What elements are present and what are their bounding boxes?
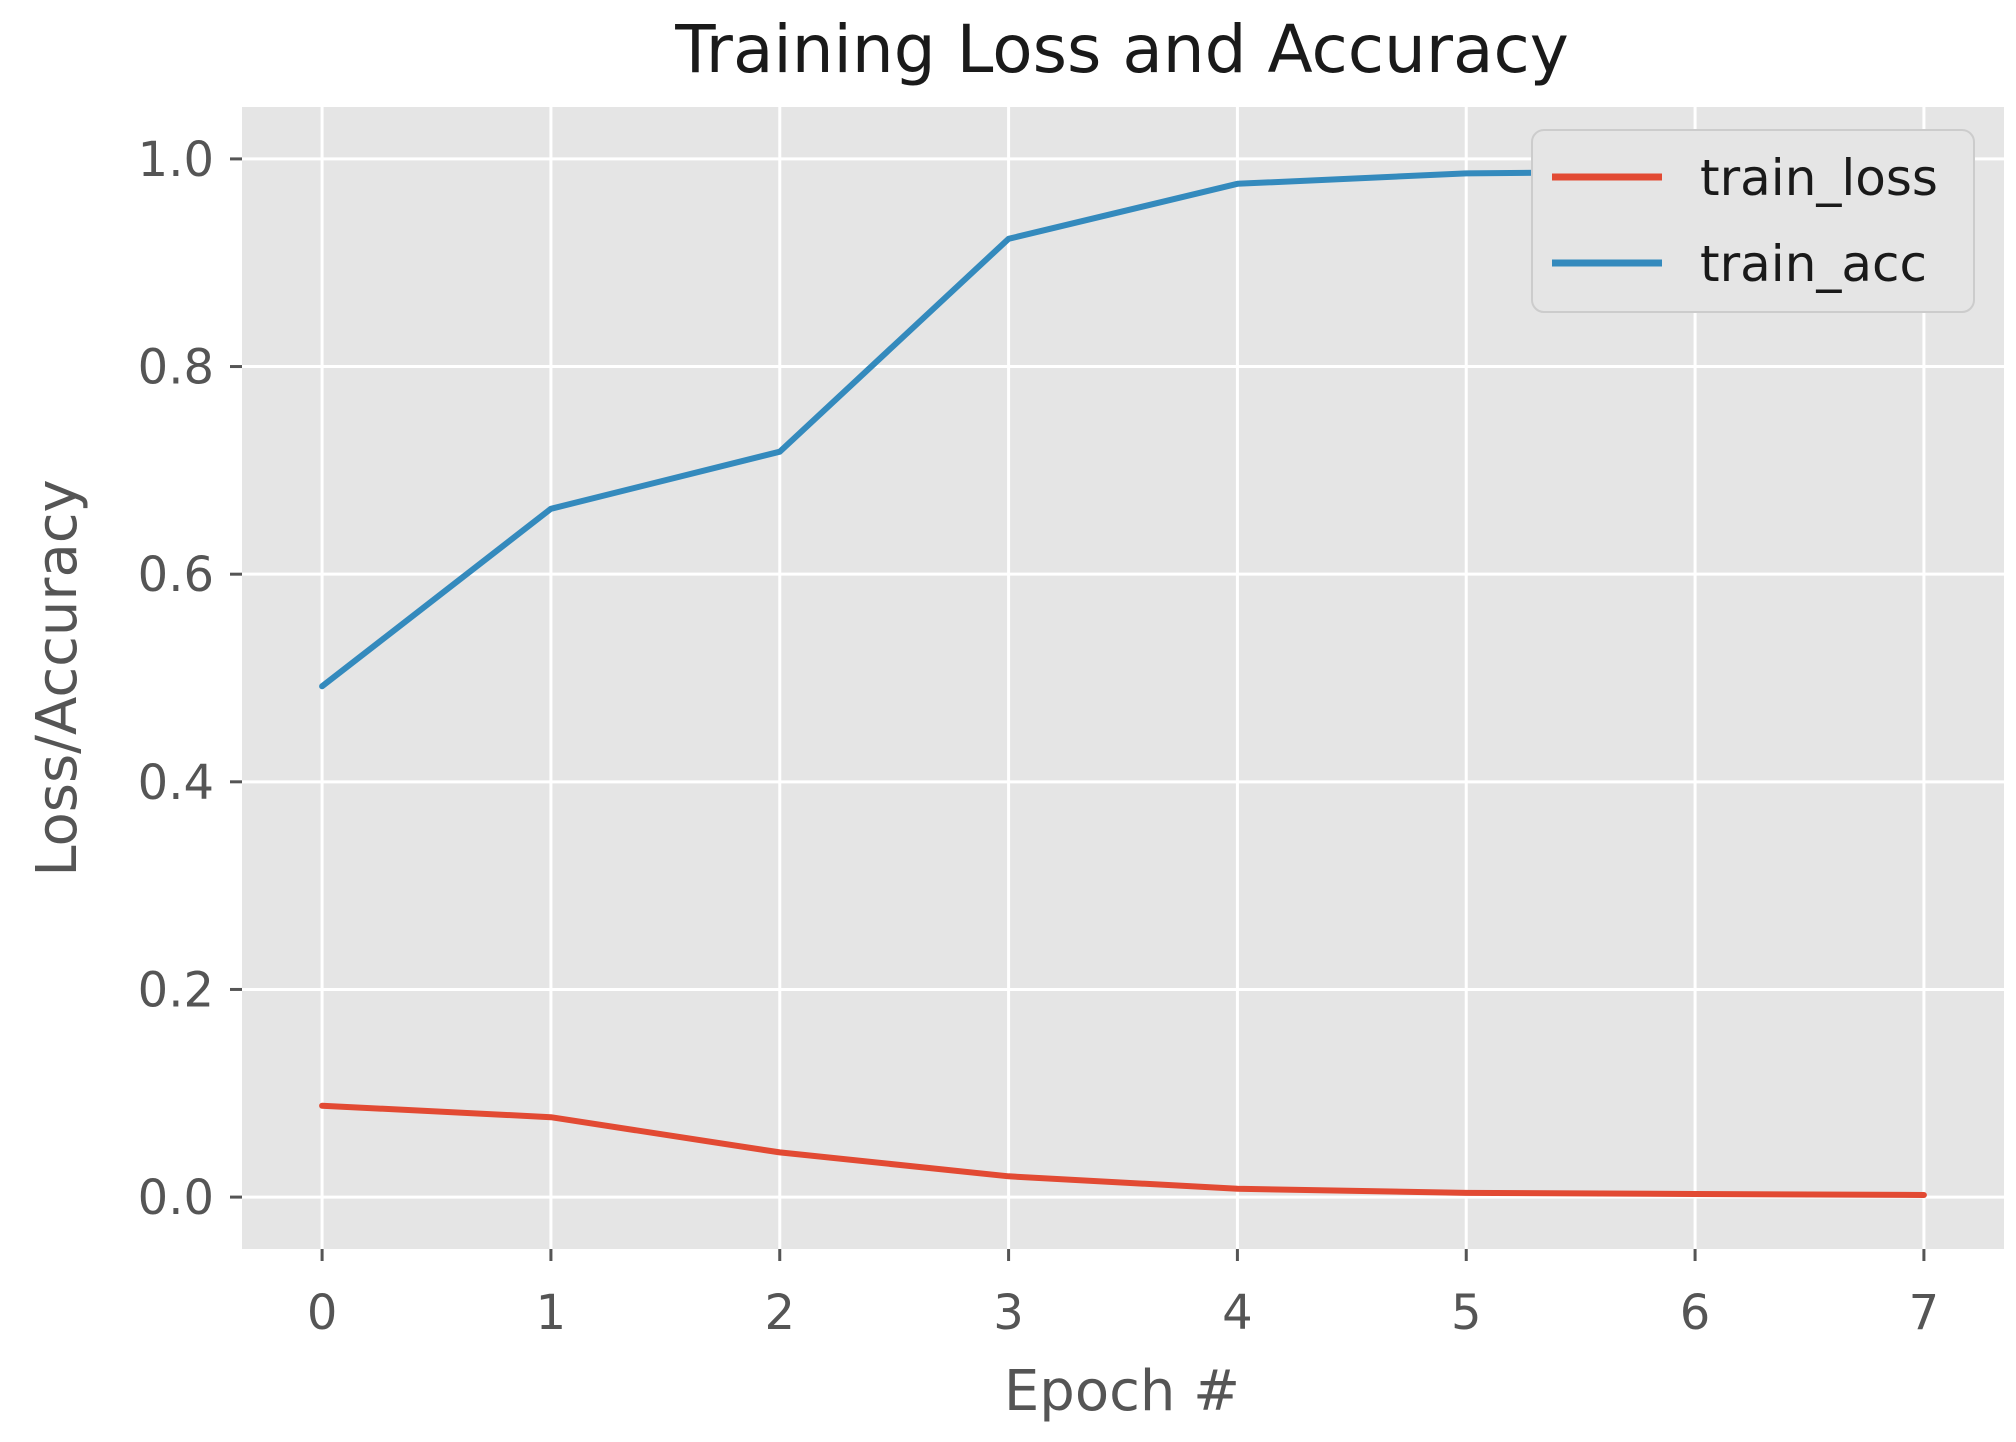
x-axis-label: Epoch #: [1004, 1359, 1240, 1424]
x-tick-label: 7: [1909, 1285, 1940, 1341]
y-tick-label: 0.6: [138, 547, 214, 603]
series-line-train-loss: [319, 1102, 1927, 1198]
x-tick-label: 4: [1222, 1285, 1253, 1341]
y-tick-label: 0.2: [138, 962, 214, 1018]
x-tick-label: 3: [993, 1285, 1024, 1341]
legend: train_loss train_acc: [1531, 129, 1975, 313]
y-tick-label: 0.8: [138, 340, 214, 396]
x-tick-label: 6: [1680, 1285, 1711, 1341]
y-tick-labels: 0.0 0.2 0.4 0.6 0.8 1.0: [138, 132, 242, 1226]
x-tick-label: 1: [536, 1285, 567, 1341]
x-tick-labels: 0 1 2 3 4 5 6 7: [307, 1249, 1939, 1341]
x-tick-label: 0: [307, 1285, 338, 1341]
x-tick-label: 2: [764, 1285, 795, 1341]
chart-title: Training Loss and Accuracy: [674, 11, 1569, 88]
y-tick-label: 1.0: [138, 132, 214, 188]
x-tick-label: 5: [1451, 1285, 1482, 1341]
legend-label-train-acc: train_acc: [1700, 235, 1927, 293]
y-axis-label: Loss/Accuracy: [25, 479, 90, 876]
legend-label-train-loss: train_loss: [1700, 149, 1938, 207]
y-tick-label: 0.0: [138, 1170, 214, 1226]
y-tick-label: 0.4: [138, 755, 214, 811]
